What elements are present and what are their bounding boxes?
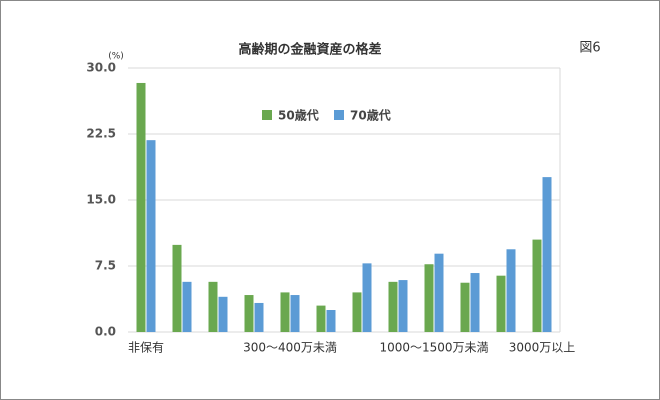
- y-tick-label: 15.0: [86, 193, 116, 207]
- bar: [316, 305, 326, 332]
- legend-label: 70歳代: [350, 108, 391, 123]
- y-tick-label: 7.5: [95, 259, 116, 273]
- bar: [352, 292, 362, 332]
- bar: [136, 82, 146, 333]
- bar: [388, 281, 398, 332]
- figure-label: 図6: [579, 41, 600, 56]
- y-tick-label: 0.0: [95, 325, 116, 339]
- bar: [218, 296, 228, 332]
- x-tick-label: 3000万以上: [509, 341, 576, 355]
- bar: [460, 282, 470, 332]
- x-tick-label: 300～400万未満: [243, 341, 337, 355]
- chart-title: 高齢期の金融資産の格差: [238, 42, 381, 58]
- bar: [146, 140, 156, 332]
- bar: [434, 253, 444, 332]
- bar: [254, 302, 264, 332]
- legend-swatch: [334, 110, 344, 120]
- x-tick-label: 非保有: [128, 341, 164, 355]
- legend-label: 50歳代: [278, 108, 319, 123]
- bar: [326, 310, 336, 332]
- y-tick-label: 30.0: [86, 61, 116, 75]
- bar: [208, 281, 218, 332]
- bar: [542, 177, 552, 332]
- bar: [280, 292, 290, 332]
- bar: [182, 281, 192, 332]
- y-tick-label: 22.5: [86, 127, 116, 141]
- bar: [532, 239, 542, 332]
- bar: [424, 264, 434, 332]
- bar: [362, 263, 372, 332]
- bar: [398, 280, 408, 332]
- bar: [244, 295, 254, 332]
- bar: [290, 295, 300, 332]
- bar: [470, 273, 480, 332]
- bar: [506, 249, 516, 332]
- x-tick-label: 1000～1500万未満: [379, 341, 488, 355]
- bar: [172, 244, 182, 332]
- legend-swatch: [262, 110, 272, 120]
- bar: [496, 275, 506, 332]
- unit-label: (%): [108, 52, 124, 62]
